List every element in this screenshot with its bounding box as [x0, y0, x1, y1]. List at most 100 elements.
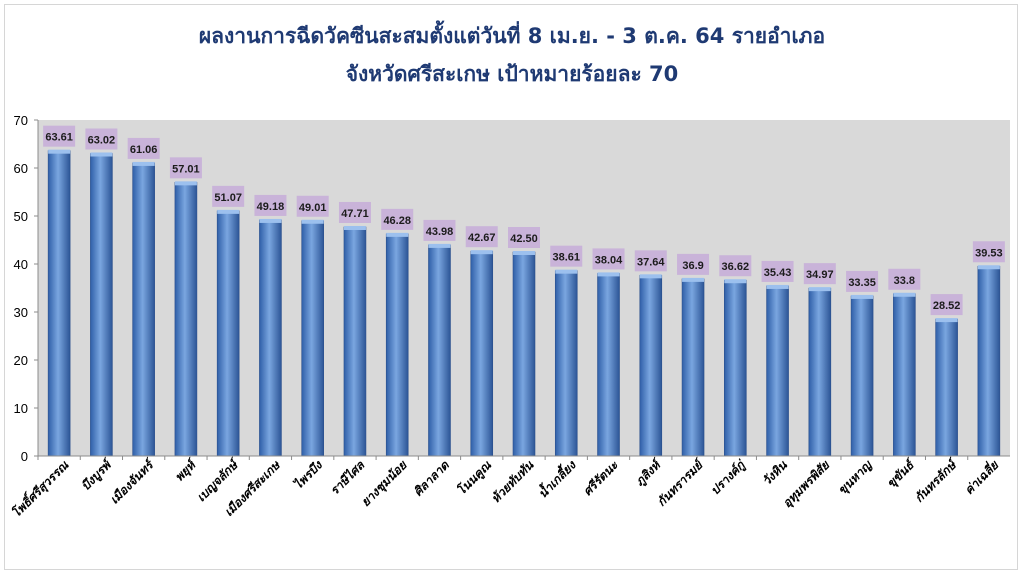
bar-cap	[174, 181, 197, 186]
bar-cap	[132, 161, 155, 166]
bar-cap	[977, 265, 1000, 270]
x-tick-label: โนนคูณ	[454, 457, 496, 499]
data-label-box	[127, 137, 160, 159]
bar	[850, 295, 874, 457]
bar	[808, 287, 832, 457]
data-label: 57.01	[172, 163, 200, 175]
data-label-box	[85, 128, 118, 150]
bar	[639, 275, 663, 457]
data-label: 33.35	[848, 277, 876, 289]
bar-cap	[597, 272, 620, 277]
data-label: 38.04	[595, 254, 623, 266]
data-label: 43.98	[426, 226, 454, 238]
bar	[301, 220, 324, 457]
data-label-box	[888, 268, 921, 290]
data-label: 49.18	[257, 201, 285, 213]
data-label: 46.28	[383, 215, 411, 227]
bar	[597, 273, 620, 457]
data-label-box	[508, 227, 540, 248]
x-tick-label: ภูสิงห์	[632, 456, 665, 489]
y-tick-label: 60	[14, 161, 28, 176]
data-label: 38.61	[552, 252, 580, 264]
data-label-box	[465, 226, 498, 248]
bar	[132, 162, 155, 457]
bar	[47, 150, 71, 457]
bar-cap	[428, 243, 451, 248]
bar	[259, 219, 282, 457]
data-label: 35.43	[764, 267, 792, 279]
x-tick-label: ห้วยทับทัน	[489, 458, 537, 506]
data-label-box	[846, 270, 879, 292]
bar-cap	[48, 149, 71, 154]
bar	[724, 279, 747, 457]
data-label-box	[677, 253, 710, 275]
data-label-box	[296, 195, 329, 217]
x-tick-label: ค่าเฉลี่ย	[960, 456, 1001, 497]
chart-title: ผลงานการฉีดวัคซีนสะสมตั้งแต่วันที่ 8 เม.…	[198, 24, 826, 48]
x-tick-label: อุทุมพรพิสัย	[780, 458, 833, 511]
bar	[216, 210, 240, 457]
data-label-box	[212, 185, 245, 207]
x-tick-label: ศิลาลาด	[411, 457, 453, 499]
x-tick-label: โพธิ์ศรีสุวรรณ	[8, 456, 73, 521]
bar-cap	[343, 225, 366, 230]
data-label: 63.61	[45, 132, 73, 144]
data-label: 63.02	[88, 135, 116, 147]
bar-cap	[851, 294, 874, 299]
bar	[174, 182, 198, 457]
bar-cap	[513, 251, 535, 255]
bar-cap	[724, 279, 747, 284]
data-label-box	[338, 201, 371, 223]
data-label-box	[254, 194, 287, 216]
data-label-box	[634, 250, 667, 272]
data-label: 37.64	[637, 256, 665, 268]
y-tick-label: 50	[14, 209, 28, 224]
data-label: 36.62	[722, 261, 750, 273]
bar	[977, 265, 1001, 457]
bar	[343, 226, 367, 457]
data-label-box	[761, 260, 794, 282]
data-label-box	[719, 255, 752, 277]
data-label-box	[43, 125, 76, 147]
x-tick-label: บึงบูรพ์	[79, 456, 117, 494]
data-label: 49.01	[299, 202, 327, 214]
bar	[512, 251, 536, 457]
data-label-box	[592, 248, 625, 270]
y-tick-label: 0	[21, 449, 28, 464]
bar-cap	[259, 218, 282, 223]
x-tick-label: กันทรลักษ์	[912, 456, 961, 505]
y-axis: 0 10 20 30 40 50 60 70	[14, 113, 39, 464]
chart-subtitle: จังหวัดศรีสะเกษ เป้าหมายร้อยละ 70	[345, 62, 679, 86]
data-label-box	[169, 157, 202, 179]
bar-cap	[301, 219, 324, 224]
bar-cap	[217, 209, 240, 214]
bar	[90, 153, 113, 457]
y-tick-label: 30	[14, 305, 28, 320]
data-label-box	[930, 294, 963, 316]
x-tick-label: ศรีรัตนะ	[580, 457, 621, 498]
y-tick-label: 40	[14, 257, 28, 272]
y-tick-label: 10	[14, 401, 28, 416]
x-tick-label: ยางชุมน้อย	[358, 458, 410, 510]
data-label: 34.97	[806, 269, 834, 281]
data-label-box	[803, 263, 836, 285]
y-tick-label: 20	[14, 353, 28, 368]
x-tick-label: เมืองจันทร์	[107, 456, 158, 507]
bar	[766, 285, 789, 457]
data-label-box	[972, 241, 1005, 263]
bar-cap	[90, 152, 113, 157]
bar	[681, 278, 705, 457]
x-tick-label: ปรางค์กู่	[708, 457, 750, 499]
x-tick-label: น้ำเกลี้ยง	[534, 456, 579, 501]
bar-cap	[470, 250, 493, 255]
x-tick-label: ขุขันธ์	[884, 456, 919, 491]
data-label: 61.06	[130, 144, 158, 156]
bar-cap	[555, 269, 578, 274]
bar	[470, 250, 494, 457]
data-label: 39.53	[975, 247, 1003, 259]
bars: 63.61 63.02 61.06 57.01 51.07 49.18 49.01 47.71…	[43, 125, 1005, 457]
x-axis: โพธิ์ศรีสุวรรณ บึงบูรพ์เมืองจันทร์ พยุห์เบ…	[8, 455, 1010, 521]
bar-cap	[386, 232, 409, 237]
bar	[428, 244, 451, 457]
